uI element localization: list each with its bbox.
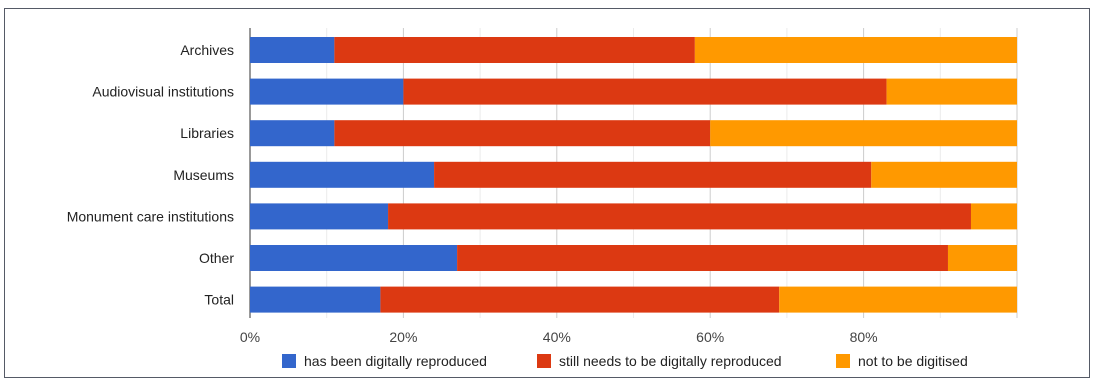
chart-frame — [4, 8, 1090, 378]
bar-segment-series-3[interactable] — [886, 78, 1017, 105]
bar-segment-series-1[interactable] — [250, 161, 435, 188]
bar-segment-series-1[interactable] — [250, 245, 458, 271]
bar-segment-series-3[interactable] — [694, 37, 1017, 63]
category-label: Museums — [173, 167, 234, 183]
bar-segment-series-3[interactable] — [710, 120, 1017, 147]
bar-segment-series-3[interactable] — [947, 245, 1017, 271]
value-axis: 0% 20% 40% 60% 80% — [240, 329, 878, 345]
bar-segment-series-2[interactable] — [334, 120, 711, 147]
category-label: Audiovisual institutions — [92, 84, 234, 100]
bar-segment-series-2[interactable] — [403, 78, 887, 105]
legend-swatch — [537, 354, 551, 368]
bar-segment-series-1[interactable] — [250, 120, 335, 147]
bar-segment-series-1[interactable] — [250, 37, 335, 63]
legend-label: has been digitally reproduced — [304, 353, 487, 369]
legend-label: not to be digitised — [858, 353, 968, 369]
bar-segment-series-2[interactable] — [380, 286, 780, 313]
bar-area — [250, 37, 1017, 313]
x-tick-label: 60% — [696, 329, 724, 345]
bar-segment-series-2[interactable] — [434, 161, 872, 188]
x-tick-label: 0% — [240, 329, 260, 345]
legend: has been digitally reproduced still needs… — [282, 353, 968, 369]
bar-segment-series-3[interactable] — [871, 161, 1017, 188]
category-label: Total — [204, 292, 234, 308]
bar-segment-series-1[interactable] — [250, 286, 381, 313]
category-label: Other — [199, 250, 234, 266]
category-axis: Archives Audiovisual institutions Librarie… — [67, 42, 235, 308]
category-label: Monument care institutions — [67, 208, 234, 224]
x-tick-label: 20% — [389, 329, 417, 345]
x-tick-label: 80% — [850, 329, 878, 345]
bar-segment-series-3[interactable] — [779, 286, 1017, 313]
category-label: Libraries — [180, 125, 234, 141]
bar-segment-series-2[interactable] — [334, 37, 695, 63]
category-label: Archives — [180, 42, 234, 58]
bar-segment-series-1[interactable] — [250, 203, 389, 230]
legend-label: still needs to be digitally reproduced — [559, 353, 782, 369]
bar-segment-series-2[interactable] — [457, 245, 948, 271]
bar-segment-series-1[interactable] — [250, 78, 404, 105]
bar-segment-series-3[interactable] — [970, 203, 1017, 230]
bar-segment-series-2[interactable] — [388, 203, 971, 230]
legend-swatch — [282, 354, 296, 368]
legend-swatch — [836, 354, 850, 368]
x-tick-label: 40% — [543, 329, 571, 345]
